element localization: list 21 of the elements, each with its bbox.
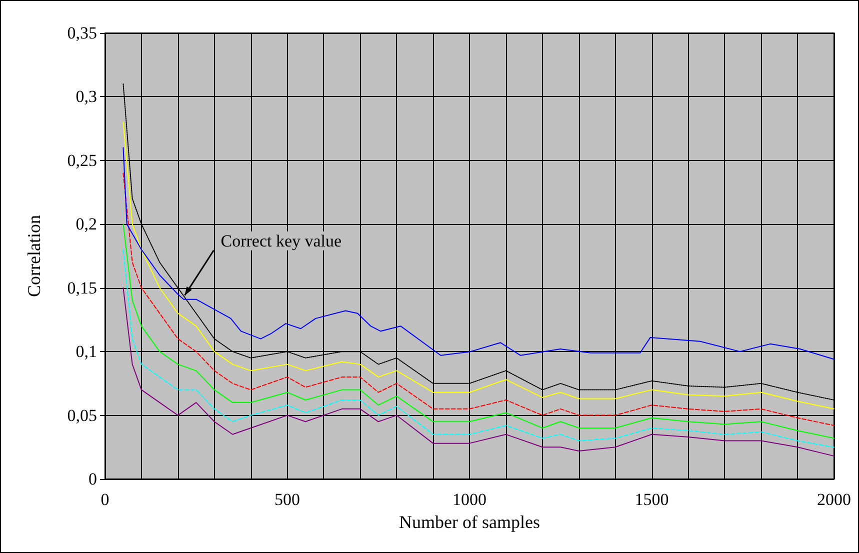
y-tick-label: 0,3 xyxy=(76,87,97,106)
x-tick-label: 1000 xyxy=(452,490,486,509)
line-series xyxy=(122,249,834,448)
x-tick-label: 500 xyxy=(274,490,300,509)
y-tick-label: 0,05 xyxy=(67,406,97,425)
y-tick-label: 0,15 xyxy=(67,278,97,298)
y-tick-label: 0 xyxy=(88,470,97,488)
x-tick-label: 2000 xyxy=(817,490,851,509)
line-series xyxy=(122,287,834,457)
y-axis-title: Correlation xyxy=(24,215,44,297)
y-tick-label: 0,25 xyxy=(67,150,97,170)
x-tick-label: 1500 xyxy=(634,490,669,509)
line-series xyxy=(122,172,834,426)
line-series xyxy=(122,147,834,360)
y-tick-label: 0,35 xyxy=(67,24,97,42)
x-axis-title: Number of samples xyxy=(399,512,540,532)
y-tick-label: 0,2 xyxy=(76,214,97,234)
y-tick-label: 0,1 xyxy=(76,342,97,362)
annotation: Correct key value xyxy=(220,231,342,250)
x-tick-label: 0 xyxy=(100,490,110,509)
line-series xyxy=(122,224,834,439)
